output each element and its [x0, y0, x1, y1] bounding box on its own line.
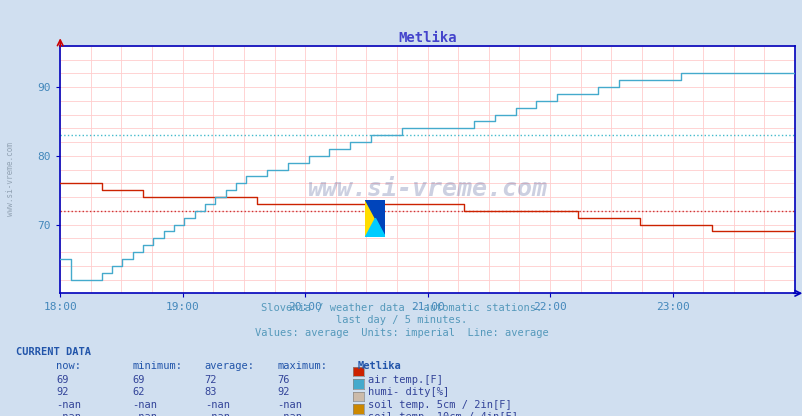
Text: soil temp. 5cm / 2in[F]: soil temp. 5cm / 2in[F] — [367, 400, 511, 410]
Text: maximum:: maximum: — [277, 361, 326, 371]
Title: Metlika: Metlika — [398, 31, 456, 45]
Text: www.si-vreme.com: www.si-vreme.com — [307, 177, 547, 201]
Polygon shape — [365, 200, 385, 237]
Text: -nan: -nan — [277, 400, 302, 410]
Text: 92: 92 — [56, 387, 69, 397]
Text: average:: average: — [205, 361, 254, 371]
Polygon shape — [365, 200, 385, 237]
Text: air temp.[F]: air temp.[F] — [367, 375, 442, 385]
Text: -nan: -nan — [56, 412, 81, 416]
Text: 76: 76 — [277, 375, 290, 385]
Text: Slovenia / weather data - automatic stations.: Slovenia / weather data - automatic stat… — [261, 303, 541, 313]
Text: 72: 72 — [205, 375, 217, 385]
Text: Values: average  Units: imperial  Line: average: Values: average Units: imperial Line: av… — [254, 328, 548, 338]
Text: -nan: -nan — [277, 412, 302, 416]
Text: www.si-vreme.com: www.si-vreme.com — [6, 142, 15, 216]
Text: -nan: -nan — [132, 400, 157, 410]
Text: humi- dity[%]: humi- dity[%] — [367, 387, 448, 397]
Text: 62: 62 — [132, 387, 145, 397]
Polygon shape — [365, 218, 385, 237]
Text: -nan: -nan — [132, 412, 157, 416]
Text: -nan: -nan — [56, 400, 81, 410]
Text: soil temp. 10cm / 4in[F]: soil temp. 10cm / 4in[F] — [367, 412, 517, 416]
Text: minimum:: minimum: — [132, 361, 182, 371]
Text: -nan: -nan — [205, 412, 229, 416]
Text: now:: now: — [56, 361, 81, 371]
Text: 69: 69 — [132, 375, 145, 385]
Text: 69: 69 — [56, 375, 69, 385]
Text: -nan: -nan — [205, 400, 229, 410]
Text: Metlika: Metlika — [357, 361, 400, 371]
Text: 83: 83 — [205, 387, 217, 397]
Text: 92: 92 — [277, 387, 290, 397]
Text: CURRENT DATA: CURRENT DATA — [16, 347, 91, 357]
Text: last day / 5 minutes.: last day / 5 minutes. — [335, 315, 467, 325]
